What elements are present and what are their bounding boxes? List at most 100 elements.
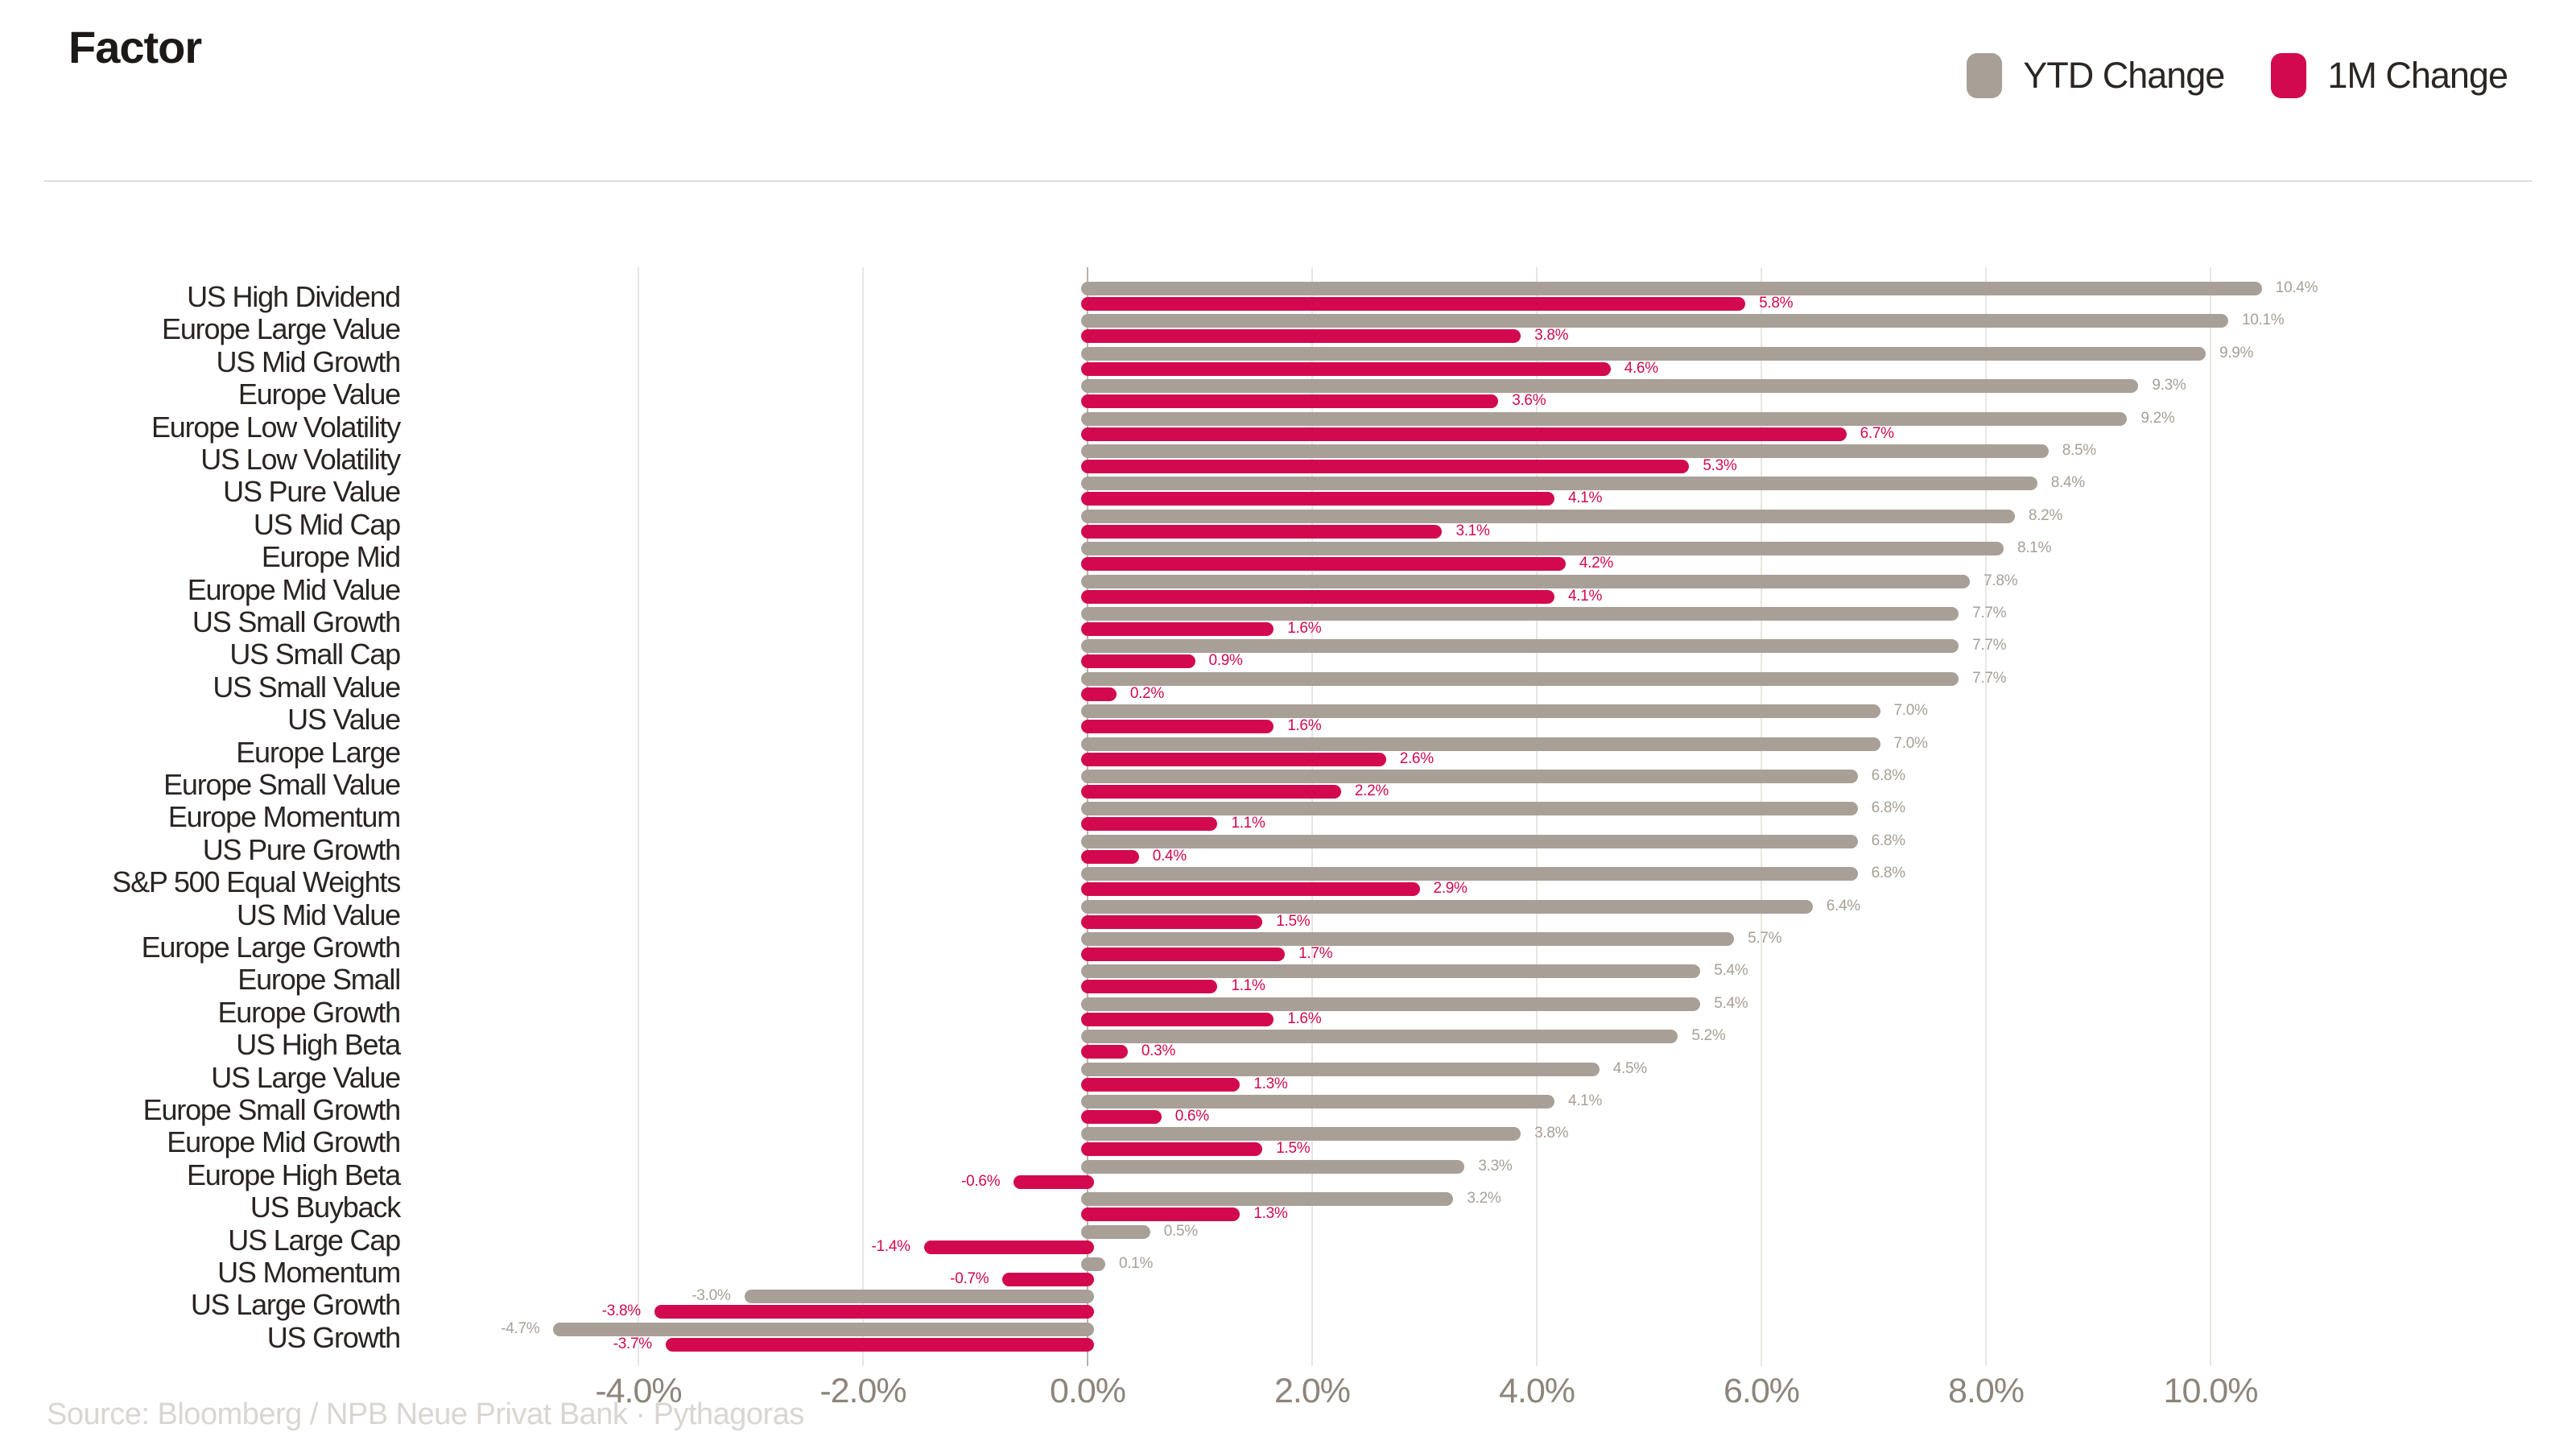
ytd-bar[interactable] — [1081, 1030, 1678, 1044]
one-month-bar[interactable] — [1081, 752, 1386, 766]
one-month-value-label: 4.1% — [1567, 587, 1603, 605]
one-month-value-label: 4.2% — [1579, 555, 1613, 572]
ytd-bar[interactable] — [1081, 704, 1880, 719]
ytd-value-label: 8.1% — [2017, 539, 2052, 557]
ytd-bar[interactable] — [1081, 1062, 1600, 1076]
ytd-bar[interactable] — [1081, 671, 1959, 686]
ytd-bar[interactable] — [1081, 574, 1971, 588]
one-month-bar[interactable] — [1081, 914, 1263, 929]
one-month-bar[interactable] — [1081, 849, 1139, 864]
category-label: US Large Cap — [228, 1223, 401, 1257]
one-month-bar[interactable] — [1013, 1174, 1094, 1189]
category-label: US Mid Cap — [253, 507, 401, 541]
one-month-bar[interactable] — [1081, 1077, 1241, 1092]
one-month-bar[interactable] — [1081, 622, 1274, 636]
one-month-value-label: 4.1% — [1567, 489, 1603, 507]
ytd-bar[interactable] — [744, 1290, 1094, 1304]
ytd-bar[interactable] — [1081, 607, 1959, 621]
category-label: US Value — [287, 703, 401, 737]
category-label: US Pure Value — [223, 475, 401, 509]
ytd-bar[interactable] — [1081, 1095, 1554, 1108]
legend-item-ytd[interactable]: YTD Change — [1967, 53, 2225, 98]
one-month-bar[interactable] — [1081, 817, 1218, 832]
one-month-bar[interactable] — [1081, 980, 1218, 994]
one-month-bar[interactable] — [1081, 297, 1746, 311]
one-month-bar[interactable] — [1081, 557, 1566, 572]
one-month-value-label: -3.7% — [613, 1335, 652, 1352]
ytd-bar[interactable] — [1081, 379, 2139, 394]
one-month-bar[interactable] — [1081, 492, 1554, 506]
ytd-bar[interactable] — [553, 1322, 1094, 1336]
legend-item-1m[interactable]: 1M Change — [2271, 53, 2508, 98]
page-title: Factor — [68, 22, 202, 72]
ytd-value-label: 4.5% — [1612, 1059, 1647, 1077]
category-label: Europe Small — [237, 963, 401, 997]
one-month-bar[interactable] — [923, 1240, 1094, 1254]
ytd-value-label: 9.9% — [2219, 344, 2254, 361]
one-month-value-label: 3.8% — [1534, 327, 1569, 345]
ytd-value-label: 8.5% — [2062, 442, 2096, 459]
ytd-bar[interactable] — [1081, 444, 2049, 458]
one-month-bar[interactable] — [1081, 361, 1611, 376]
one-month-bar[interactable] — [1081, 1110, 1162, 1124]
ytd-bar[interactable] — [1081, 997, 1701, 1011]
category-label: Europe Small Growth — [142, 1093, 402, 1126]
ytd-bar[interactable] — [1081, 542, 2004, 556]
ytd-bar[interactable] — [1081, 1127, 1521, 1141]
ytd-bar[interactable] — [1081, 346, 2207, 361]
ytd-bar[interactable] — [1081, 964, 1701, 979]
one-month-value-label: 1.6% — [1287, 1009, 1322, 1027]
ytd-value-label: 5.4% — [1714, 962, 1748, 980]
ytd-value-label: 7.7% — [1972, 669, 2007, 687]
ytd-bar[interactable] — [1081, 834, 1858, 848]
one-month-bar[interactable] — [1081, 687, 1117, 701]
source-text: Source: Bloomberg / NPB Neue Privat Bank… — [47, 1397, 804, 1431]
one-month-value-label: 5.8% — [1759, 295, 1794, 312]
one-month-bar[interactable] — [1081, 654, 1195, 669]
one-month-bar[interactable] — [1081, 524, 1443, 539]
ytd-bar[interactable] — [1081, 770, 1858, 783]
ytd-bar[interactable] — [1081, 802, 1858, 816]
ytd-value-label: 6.8% — [1871, 767, 1905, 784]
ytd-bar[interactable] — [1081, 737, 1880, 751]
one-month-bar[interactable] — [1081, 785, 1341, 799]
ytd-value-label: 0.1% — [1118, 1255, 1154, 1272]
one-month-bar[interactable] — [1081, 329, 1521, 344]
ytd-value-label: 6.8% — [1871, 832, 1905, 849]
one-month-bar[interactable] — [1081, 427, 1847, 441]
x-axis-tick-label: -2.0% — [819, 1372, 906, 1410]
ytd-value-label: 5.7% — [1748, 930, 1782, 947]
ytd-bar[interactable] — [1081, 867, 1858, 881]
one-month-bar[interactable] — [1081, 947, 1286, 961]
ytd-bar[interactable] — [1081, 1257, 1105, 1271]
one-month-bar[interactable] — [1081, 394, 1499, 409]
one-month-bar[interactable] — [1081, 720, 1274, 734]
ytd-bar[interactable] — [1081, 1159, 1465, 1174]
one-month-value-label: 1.5% — [1276, 1140, 1311, 1158]
ytd-bar[interactable] — [1081, 899, 1813, 914]
legend-label-ytd: YTD Change — [2023, 55, 2225, 96]
one-month-bar[interactable] — [1081, 589, 1554, 604]
category-label: Europe Momentum — [167, 800, 401, 834]
ytd-value-label: 6.8% — [1871, 865, 1905, 882]
one-month-bar[interactable] — [1081, 882, 1420, 897]
ytd-value-label: 8.4% — [2050, 474, 2085, 492]
one-month-bar[interactable] — [1081, 1208, 1241, 1222]
ytd-bar[interactable] — [1081, 639, 1959, 654]
one-month-bar[interactable] — [654, 1305, 1094, 1319]
one-month-bar[interactable] — [1081, 1142, 1263, 1157]
one-month-bar[interactable] — [1081, 460, 1690, 473]
one-month-bar[interactable] — [1002, 1273, 1094, 1286]
ytd-bar[interactable] — [1081, 314, 2228, 328]
ytd-bar[interactable] — [1081, 509, 2015, 523]
one-month-bar[interactable] — [665, 1337, 1094, 1352]
ytd-bar[interactable] — [1081, 477, 2037, 491]
ytd-bar[interactable] — [1081, 282, 2262, 295]
one-month-bar[interactable] — [1081, 1012, 1274, 1026]
one-month-bar[interactable] — [1081, 1045, 1128, 1059]
ytd-bar[interactable] — [1081, 932, 1735, 946]
ytd-bar[interactable] — [1081, 1192, 1454, 1207]
ytd-bar[interactable] — [1081, 411, 2128, 426]
ytd-bar[interactable] — [1081, 1224, 1150, 1239]
gridline — [638, 267, 639, 1366]
